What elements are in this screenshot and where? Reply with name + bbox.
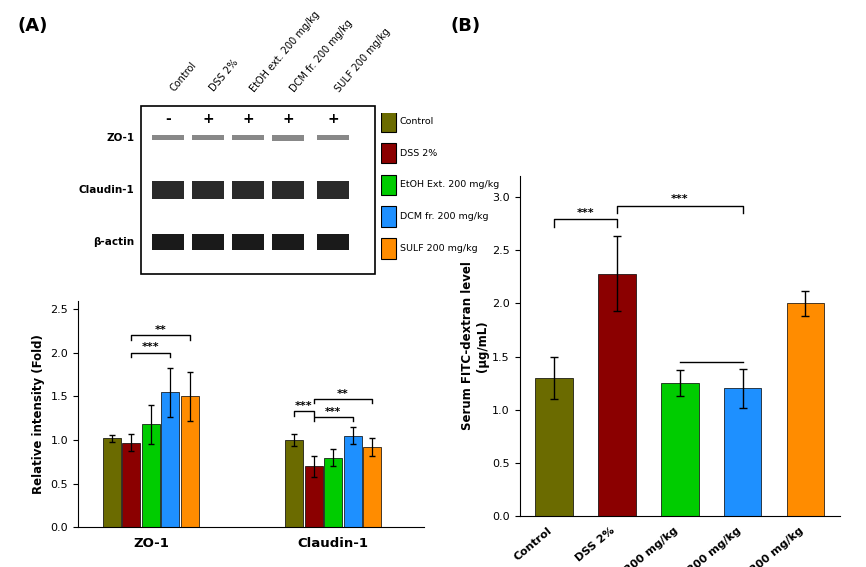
Bar xyxy=(786,303,824,516)
Bar xyxy=(305,466,323,527)
Bar xyxy=(535,378,573,516)
Bar xyxy=(232,234,264,250)
Text: Claudin-1: Claudin-1 xyxy=(79,185,134,195)
Bar xyxy=(152,135,184,140)
Text: Control: Control xyxy=(400,117,434,126)
Text: Control: Control xyxy=(168,60,198,94)
Bar xyxy=(181,396,198,527)
FancyBboxPatch shape xyxy=(381,111,396,132)
Text: DSS 2%: DSS 2% xyxy=(400,149,437,158)
Bar xyxy=(192,181,224,199)
Bar xyxy=(192,234,224,250)
Text: **: ** xyxy=(155,324,166,335)
FancyBboxPatch shape xyxy=(381,238,396,259)
Bar xyxy=(272,134,304,141)
Text: SULF 200 mg/kg: SULF 200 mg/kg xyxy=(333,26,392,94)
Text: DSS 2%: DSS 2% xyxy=(208,58,241,94)
Text: ***: *** xyxy=(671,194,688,205)
FancyBboxPatch shape xyxy=(381,175,396,195)
Text: **: ** xyxy=(337,389,349,399)
Text: +: + xyxy=(282,112,294,126)
FancyBboxPatch shape xyxy=(381,143,396,163)
Text: ***: *** xyxy=(142,342,159,352)
Bar xyxy=(598,274,636,516)
Bar xyxy=(272,234,304,250)
Text: SULF 200 mg/kg: SULF 200 mg/kg xyxy=(400,244,477,253)
Bar xyxy=(161,392,179,527)
Bar xyxy=(344,435,362,527)
Bar xyxy=(724,388,761,516)
Y-axis label: Relative intensity (Fold): Relative intensity (Fold) xyxy=(32,334,45,494)
Bar xyxy=(142,424,160,527)
Text: ***: *** xyxy=(295,401,313,411)
Bar xyxy=(285,440,303,527)
Text: -: - xyxy=(165,112,171,126)
Bar xyxy=(103,438,121,527)
Bar xyxy=(122,443,140,527)
Text: ***: *** xyxy=(577,208,594,218)
Text: ***: *** xyxy=(325,408,341,417)
Y-axis label: Serum FITC-dextran level
(μg/mL): Serum FITC-dextran level (μg/mL) xyxy=(462,261,489,430)
Bar xyxy=(152,234,184,250)
Bar xyxy=(152,181,184,199)
Text: DCM fr. 200 mg/kg: DCM fr. 200 mg/kg xyxy=(400,212,488,221)
Text: (A): (A) xyxy=(17,17,48,35)
Bar xyxy=(661,383,699,516)
Text: DCM fr. 200 mg/kg: DCM fr. 200 mg/kg xyxy=(288,18,354,94)
Bar xyxy=(317,234,349,250)
Bar xyxy=(317,135,349,140)
Text: +: + xyxy=(202,112,214,126)
Text: (B): (B) xyxy=(450,17,481,35)
Bar xyxy=(324,458,342,527)
FancyBboxPatch shape xyxy=(381,206,396,227)
Bar xyxy=(272,181,304,199)
Bar xyxy=(232,135,264,140)
Text: +: + xyxy=(242,112,254,126)
Bar xyxy=(192,136,224,139)
Text: β-actin: β-actin xyxy=(94,238,134,247)
Bar xyxy=(232,181,264,199)
Text: +: + xyxy=(327,112,339,126)
Text: ZO-1: ZO-1 xyxy=(107,133,134,142)
Bar xyxy=(317,181,349,199)
Bar xyxy=(363,447,381,527)
Text: EtOH Ext. 200 mg/kg: EtOH Ext. 200 mg/kg xyxy=(400,180,499,189)
Text: EtOH ext. 200 mg/kg: EtOH ext. 200 mg/kg xyxy=(248,9,321,94)
Bar xyxy=(141,105,375,274)
